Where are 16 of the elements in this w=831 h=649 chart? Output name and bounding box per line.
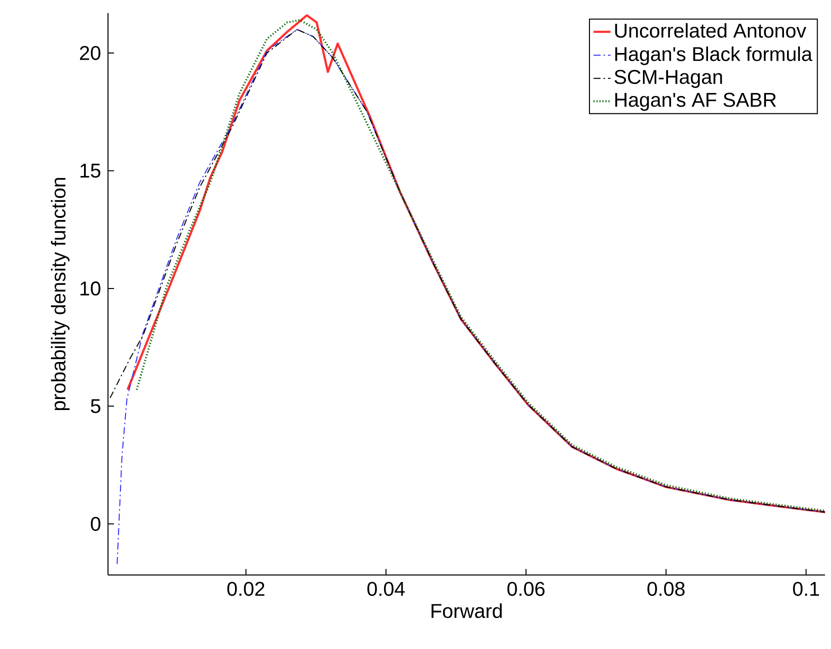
y-tick-label: 20 bbox=[80, 46, 100, 60]
x-tick-label: 0.1 bbox=[793, 582, 819, 596]
legend-label: Uncorrelated Antonov bbox=[615, 23, 806, 38]
x-tick-label: 0.06 bbox=[507, 582, 545, 596]
x-tick-label: 0.02 bbox=[227, 582, 264, 596]
x-axis-title: Forward bbox=[432, 603, 502, 618]
y-tick-label: 10 bbox=[80, 281, 100, 296]
legend-label: SCM-Hagan bbox=[614, 70, 722, 88]
y-tick-label: 0 bbox=[90, 516, 100, 531]
y-axis-title: probability density function bbox=[50, 178, 70, 410]
x-tick-label: 0.04 bbox=[367, 582, 405, 596]
legend-label: Hagan's AF SABR bbox=[615, 92, 776, 111]
y-tick-label: 5 bbox=[90, 399, 100, 414]
x-tick-label: 0.08 bbox=[647, 582, 685, 596]
y-tick-label: 15 bbox=[80, 164, 100, 178]
legend-label: Hagan's Black formula bbox=[615, 46, 812, 66]
